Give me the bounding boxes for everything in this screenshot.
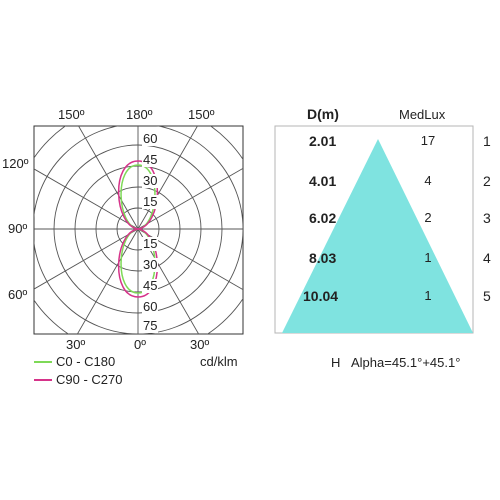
angle-label-30-left: 30º <box>66 337 86 352</box>
radial-tick-upper-60: 60 <box>142 131 159 146</box>
radial-tick-upper-30: 30 <box>142 173 159 188</box>
angle-label-0: 0º <box>134 337 146 352</box>
radial-tick-upper-15: 15 <box>142 194 159 209</box>
distance-value-5: 10.04 <box>303 288 339 304</box>
distance-value-2: 4.01 <box>309 173 337 189</box>
angle-label-60: 60º <box>8 287 28 302</box>
angle-label-30-right: 30º <box>190 337 210 352</box>
legend-label: C0 - C180 <box>56 354 116 369</box>
medlux-value-5: 1 <box>424 288 432 303</box>
distance-value-1: 2.01 <box>309 133 337 149</box>
radial-tick-lower-60: 60 <box>142 299 159 314</box>
radial-tick-lower-30: 30 <box>142 257 159 272</box>
radial-tick-lower-15: 15 <box>142 236 159 251</box>
legend-swatch-green <box>34 361 52 363</box>
footer-h: H <box>331 355 341 370</box>
angle-label-180: 180º <box>126 107 153 122</box>
unit-label: cd/klm <box>200 354 238 369</box>
light-cone <box>282 139 473 333</box>
row-index-2: 2 <box>483 173 491 189</box>
row-index-4: 4 <box>483 250 491 266</box>
row-index-3: 3 <box>483 210 491 226</box>
legend-item-c90-c270: C90 - C270 <box>34 372 122 388</box>
legend-label: C90 - C270 <box>56 372 123 387</box>
row-index-1: 1 <box>483 133 491 149</box>
angle-label-150-left: 150º <box>58 107 85 122</box>
medlux-value-1: 17 <box>420 133 436 148</box>
distance-value-4: 8.03 <box>309 250 337 266</box>
radial-tick-lower-75: 75 <box>142 318 159 333</box>
medlux-value-3: 2 <box>424 210 432 225</box>
medlux-header: MedLux <box>399 107 446 122</box>
distance-header: D(m) <box>307 106 339 122</box>
row-index-5: 5 <box>483 288 491 304</box>
legend-swatch-magenta <box>34 379 52 381</box>
distance-value-3: 6.02 <box>309 210 337 226</box>
radial-tick-upper-45: 45 <box>142 152 159 167</box>
angle-label-120: 120º <box>2 156 29 171</box>
radial-tick-lower-45: 45 <box>142 278 159 293</box>
legend-item-c0-c180: C0 - C180 <box>34 354 115 370</box>
medlux-value-2: 4 <box>424 173 432 188</box>
angle-label-150-right: 150º <box>188 107 215 122</box>
medlux-value-4: 1 <box>424 250 432 265</box>
angle-label-90: 90º <box>8 221 28 236</box>
footer-alpha: Alpha=45.1°+45.1° <box>351 355 461 370</box>
